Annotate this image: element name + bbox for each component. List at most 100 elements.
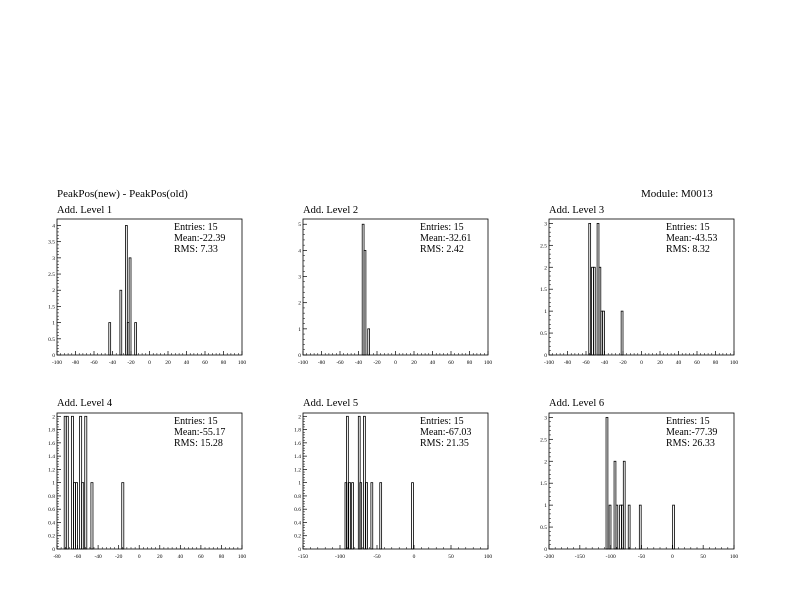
panel-2-ytick-label-1: 0 (298, 353, 301, 359)
panel-3-xtick-label-10: 80 (713, 360, 719, 366)
panel-1-stats-entries: Entries: 15 (174, 222, 218, 233)
panel-1-ytick-label-8: 3.5 (48, 240, 55, 246)
panel-6-xtick-label-1: -200 (544, 554, 554, 560)
panel-6-ytick-label-1: 0 (544, 547, 547, 553)
panel-5-ytick-label-7: 1.2 (294, 467, 301, 473)
panel-4-ytick-label-1: 0 (52, 547, 55, 553)
panel-3-xtick-label-4: -40 (601, 360, 609, 366)
panel-5-ytick-label-5: 0.8 (294, 494, 301, 500)
panel-title-6: Add. Level 6 (549, 398, 605, 409)
panel-2-xtick-label-9: 60 (448, 360, 454, 366)
panel-2-xtick-label-3: -60 (336, 360, 344, 366)
panel-3-xtick-label-6: 0 (640, 360, 643, 366)
panel-3-xtick-label-3: -60 (582, 360, 590, 366)
panel-title-2: Add. Level 2 (303, 205, 359, 216)
panel-1-bar-5 (128, 257, 132, 356)
panel-1-ytick-label-3: 1 (52, 321, 55, 327)
panel-6-xtick-label-2: -150 (575, 554, 585, 560)
panel-4-bar-7 (81, 482, 85, 550)
panel-4-ytick-label-8: 1.4 (48, 454, 55, 460)
panel-5-xtick-label-2: -100 (335, 554, 345, 560)
panel-5-xtick-label-3: -50 (373, 554, 381, 560)
panel-1-xtick-label-6: 0 (148, 360, 151, 366)
panel-6-ytick-label-5: 2 (544, 459, 547, 465)
panel-6-bar-9 (638, 504, 642, 550)
panel-2-xtick-label-1: -100 (298, 360, 308, 366)
panel-3-bar-8 (620, 310, 624, 356)
panel-6-stats-mean: Mean:-77.39 (666, 427, 717, 438)
panel-2-xtick-label-10: 80 (467, 360, 473, 366)
panel-5-xtick-label-1: -150 (298, 554, 308, 560)
panel-6-ytick-label-4: 1.5 (540, 481, 547, 487)
panel-5-frame (302, 412, 489, 550)
panel-4-xtick-label-2: -60 (74, 554, 82, 560)
panel-3-ytick-label-6: 2.5 (540, 243, 547, 249)
panel-1-ytick-label-1: 0 (52, 353, 55, 359)
panel-6-xtick-label-5: 0 (671, 554, 674, 560)
panel-3-ytick-label-2: 0.5 (540, 331, 547, 337)
panel-4-ytick-label-6: 1 (52, 481, 55, 487)
panel-4-ytick-label-10: 1.8 (48, 428, 55, 434)
panel-5-ytick-label-1: 0 (298, 547, 301, 553)
panel-5-bar-10 (379, 482, 383, 550)
panel-6-ytick-label-7: 3 (544, 415, 547, 421)
panel-5-ytick-label-4: 0.6 (294, 507, 301, 513)
panel-2-xtick-label-8: 40 (430, 360, 436, 366)
panel-title-1: Add. Level 1 (57, 205, 113, 216)
panel-1-bar-1 (108, 322, 112, 356)
panel-1-bar-3 (125, 225, 128, 356)
panel-5-ytick-label-6: 1 (298, 481, 301, 487)
panel-3-stats-rms: RMS: 8.32 (666, 244, 710, 255)
panel-4-ytick-label-11: 2 (52, 414, 55, 420)
panel-3-xtick-label-9: 60 (694, 360, 700, 366)
panel-4-bar-5 (75, 482, 78, 550)
panel-6-xtick-label-6: 50 (700, 554, 706, 560)
panel-4-bar-10 (121, 482, 125, 550)
panel-2-ytick-label-6: 5 (298, 222, 301, 228)
panel-3-bar-1 (588, 222, 592, 356)
panel-6-bar-1 (605, 416, 609, 550)
panel-3-stats-mean: Mean:-43.53 (666, 233, 717, 244)
panel-4-bar-8 (84, 415, 88, 550)
panel-5-ytick-label-3: 0.4 (294, 520, 301, 526)
panel-6-xtick-label-4: -50 (638, 554, 646, 560)
panel-3-xtick-label-8: 40 (676, 360, 682, 366)
panel-3-ytick-label-5: 2 (544, 265, 547, 271)
panel-4-ytick-label-4: 0.6 (48, 507, 55, 513)
panel-2-stats-entries: Entries: 15 (420, 222, 464, 233)
panel-1-bar-6 (134, 322, 137, 356)
panel-5-bar-9 (370, 482, 374, 550)
panel-6-bar-4 (615, 504, 619, 550)
panel-5-bar-11 (411, 482, 414, 550)
panel-1-stats-mean: Mean:-22.39 (174, 233, 225, 244)
panel-3-ytick-label-3: 1 (544, 309, 547, 315)
page-title: PeakPos(new) - PeakPos(old) (57, 188, 188, 200)
panel-3-ytick-label-4: 1.5 (540, 287, 547, 293)
panel-1-xtick-label-2: -80 (72, 360, 80, 366)
panel-6-bar-7 (622, 460, 626, 550)
panel-3-ytick-label-7: 3 (544, 221, 547, 227)
panel-2-ytick-label-5: 4 (298, 248, 301, 254)
panel-5-stats-entries: Entries: 15 (420, 416, 464, 427)
panel-1-ytick-label-5: 2 (52, 288, 55, 294)
panel-2-xtick-label-11: 100 (484, 360, 493, 366)
panel-1-xtick-label-8: 40 (184, 360, 190, 366)
panel-4-ytick-label-2: 0.2 (48, 534, 55, 540)
panel-2-xtick-label-4: -40 (355, 360, 363, 366)
panel-3-xtick-label-7: 20 (657, 360, 663, 366)
panel-title-5: Add. Level 5 (303, 398, 359, 409)
panel-6-bar-8 (627, 504, 631, 550)
panel-1-xtick-label-10: 80 (221, 360, 227, 366)
panel-2-ytick-label-3: 2 (298, 301, 301, 307)
panel-5-bar-3 (348, 482, 351, 550)
panel-1-xtick-label-9: 60 (202, 360, 208, 366)
panel-4-xtick-label-9: 80 (219, 554, 225, 560)
panel-5-ytick-label-11: 2 (298, 414, 301, 420)
panel-1-ytick-label-2: 0.5 (48, 337, 55, 343)
panel-5-bar-8 (365, 482, 368, 550)
panel-6-xtick-label-3: -100 (606, 554, 616, 560)
panel-5-bar-7 (363, 415, 366, 550)
panel-5-stats-mean: Mean:-67.03 (420, 427, 471, 438)
panel-title-4: Add. Level 4 (57, 398, 113, 409)
